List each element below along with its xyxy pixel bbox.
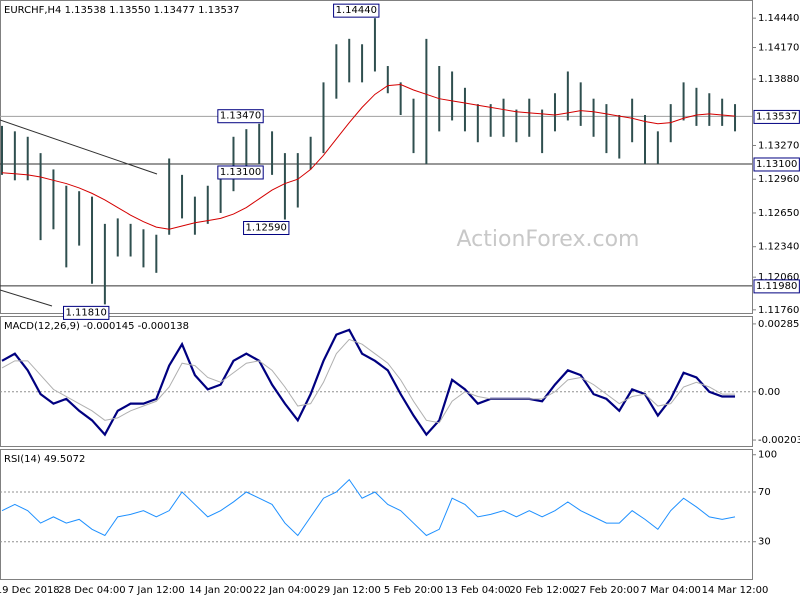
level-label-box [753, 279, 800, 294]
x-tick-label: 14 Mar 12:00 [702, 585, 769, 596]
price-annotation: 1.13100 [220, 167, 261, 178]
y-tick-label: 1.14440 [758, 13, 799, 24]
price-annotation: 1.13470 [220, 111, 261, 122]
y-tick-label: 100 [758, 450, 777, 461]
price-annotation-box [217, 109, 264, 124]
y-tick-label: 1.13270 [758, 140, 799, 151]
y-tick-label: 0.002852 [758, 319, 800, 330]
y-tick-label: 1.12960 [758, 174, 799, 185]
indicator-line [1, 328, 736, 437]
x-tick-label: 28 Dec 04:00 [58, 585, 125, 596]
price-annotation: 1.12590 [246, 222, 287, 233]
indicator-line [1, 338, 736, 424]
level-label: 1.13100 [756, 159, 797, 170]
level-label-box [753, 157, 800, 172]
x-tick-label: 20 Feb 12:00 [509, 585, 575, 596]
y-tick-label: 1.12340 [758, 242, 799, 253]
y-tick-label: 70 [758, 487, 771, 498]
x-tick-label: 29 Jan 12:00 [318, 585, 381, 596]
price-annotation-box [243, 220, 290, 235]
watermark: ActionForex.com [457, 227, 640, 252]
current-price-label: 1.13537 [756, 111, 797, 122]
x-tick-label: 22 Jan 04:00 [253, 585, 316, 596]
y-tick-label: 0.00 [758, 387, 780, 398]
price-panel [0, 0, 753, 314]
level-label: 1.11980 [756, 281, 797, 292]
x-tick-label: 7 Jan 12:00 [128, 585, 185, 596]
y-tick-label: 1.12060 [758, 272, 799, 283]
price-annotation: 1.14440 [336, 5, 377, 16]
price-title: EURCHF,H4 1.13538 1.13550 1.13477 1.1353… [4, 5, 240, 16]
y-tick-label: 1.12650 [758, 208, 799, 219]
y-tick-label: -0.00203 [758, 435, 800, 446]
x-tick-label: 13 Feb 04:00 [445, 585, 511, 596]
price-annotation-box [217, 165, 264, 180]
price-annotation-box [333, 3, 380, 18]
y-tick-label: 30 [758, 537, 771, 548]
rsi-panel [0, 449, 753, 580]
x-tick-label: 7 Mar 04:00 [641, 585, 701, 596]
macd-panel [0, 316, 753, 447]
x-tick-label: 14 Jan 20:00 [189, 585, 252, 596]
x-tick-label: 27 Feb 20:00 [574, 585, 640, 596]
price-annotation: 1.11810 [66, 307, 107, 318]
y-tick-label: 1.13880 [758, 74, 799, 85]
rsi-title: RSI(14) 49.5072 [4, 454, 85, 465]
y-tick-label: 1.14170 [758, 43, 799, 54]
price-annotation-box [63, 305, 110, 320]
indicator-line [1, 478, 736, 537]
y-tick-label: 1.11760 [758, 305, 799, 316]
moving-average [1, 84, 736, 230]
x-tick-label: 5 Feb 20:00 [384, 585, 443, 596]
current-price-label-box [753, 109, 800, 124]
trend-line [0, 119, 158, 175]
x-tick-label: 19 Dec 2018 [0, 585, 60, 596]
trend-line [0, 289, 53, 307]
macd-title: MACD(12,26,9) -0.000145 -0.000138 [4, 321, 189, 332]
